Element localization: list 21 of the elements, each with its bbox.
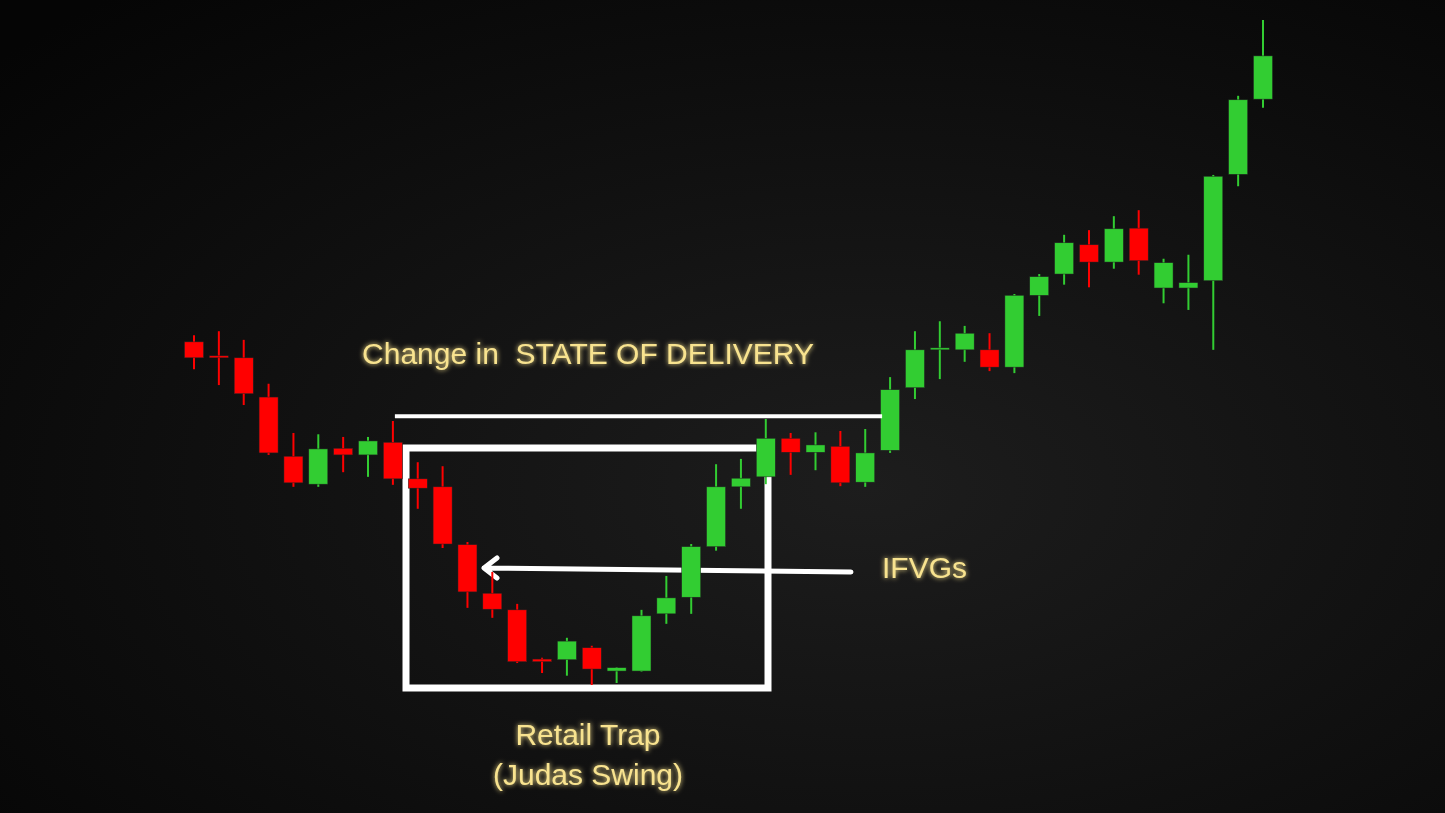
candlestick — [1029, 273, 1050, 317]
candlestick — [358, 435, 378, 478]
candlestick — [557, 636, 577, 677]
candlestick — [1178, 253, 1199, 311]
candlestick — [656, 574, 677, 625]
candlestick — [1079, 229, 1099, 289]
candlestick — [780, 431, 801, 476]
candlestick — [184, 334, 204, 371]
annotation: Change in STATE OF DELIVERY — [362, 337, 814, 370]
text: Retail Trap (Judas Swing) — [492, 718, 684, 791]
candlestick — [805, 431, 826, 472]
candlestick — [209, 330, 229, 387]
candlestick — [930, 320, 950, 381]
candlestick — [582, 644, 602, 686]
candlestick — [482, 570, 503, 619]
annotation: IFVGs — [882, 551, 968, 584]
candlestick — [407, 461, 428, 510]
candlestick — [731, 457, 751, 510]
candlestick — [954, 324, 975, 363]
candlestick — [333, 435, 353, 474]
candlestick — [979, 332, 1000, 373]
